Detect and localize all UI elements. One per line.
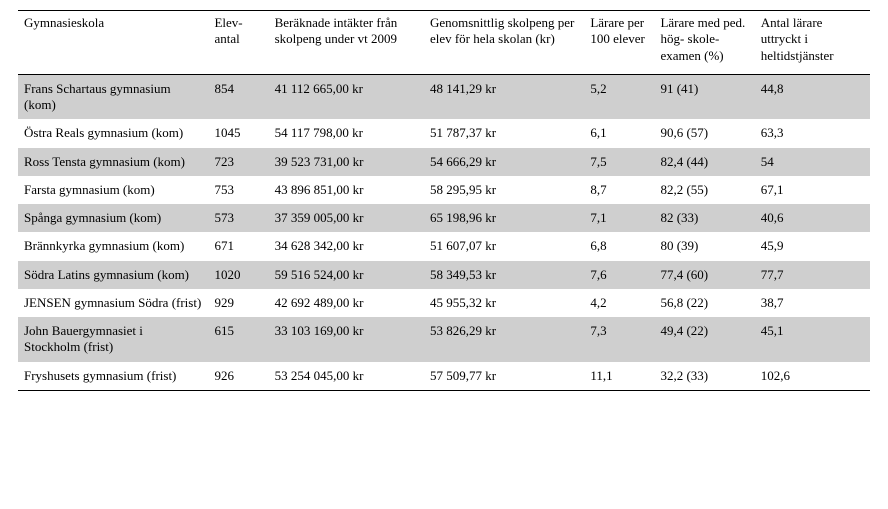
table-cell: Fryshusets gymnasium (frist) — [18, 362, 208, 391]
table-row: Brännkyrka gymnasium (kom)67134 628 342,… — [18, 232, 870, 260]
table-row: Frans Schartaus gymnasium (kom)85441 112… — [18, 74, 870, 119]
table-cell: 7,1 — [584, 204, 654, 232]
table-cell: 671 — [208, 232, 268, 260]
table-cell: 82,2 (55) — [654, 176, 754, 204]
table-cell: 77,7 — [755, 261, 870, 289]
table-cell: 573 — [208, 204, 268, 232]
table-cell: 65 198,96 kr — [424, 204, 584, 232]
table-cell: Östra Reals gymnasium (kom) — [18, 119, 208, 147]
table-cell: Frans Schartaus gymnasium (kom) — [18, 74, 208, 119]
table-cell: 51 787,37 kr — [424, 119, 584, 147]
table-cell: 42 692 489,00 kr — [269, 289, 424, 317]
table-cell: 82 (33) — [654, 204, 754, 232]
header-row: Gymnasieskola Elev- antal Beräknade intä… — [18, 11, 870, 75]
table-row: Östra Reals gymnasium (kom)104554 117 79… — [18, 119, 870, 147]
table-row: Spånga gymnasium (kom)57337 359 005,00 k… — [18, 204, 870, 232]
table-cell: 7,3 — [584, 317, 654, 362]
table-header: Gymnasieskola Elev- antal Beräknade intä… — [18, 11, 870, 75]
table-cell: 32,2 (33) — [654, 362, 754, 391]
table-cell: 45,9 — [755, 232, 870, 260]
table-cell: 91 (41) — [654, 74, 754, 119]
table-cell: 1020 — [208, 261, 268, 289]
table-cell: 82,4 (44) — [654, 148, 754, 176]
col-header-teachers-per: Lärare per 100 elever — [584, 11, 654, 75]
table-cell: 49,4 (22) — [654, 317, 754, 362]
table-cell: Ross Tensta gymnasium (kom) — [18, 148, 208, 176]
table-cell: 6,8 — [584, 232, 654, 260]
table-cell: 48 141,29 kr — [424, 74, 584, 119]
table-row: Ross Tensta gymnasium (kom)72339 523 731… — [18, 148, 870, 176]
table-cell: 58 349,53 kr — [424, 261, 584, 289]
table-cell: 57 509,77 kr — [424, 362, 584, 391]
col-header-revenue: Beräknade intäkter från skolpeng under v… — [269, 11, 424, 75]
table-cell: Farsta gymnasium (kom) — [18, 176, 208, 204]
table-cell: 5,2 — [584, 74, 654, 119]
table-cell: 44,8 — [755, 74, 870, 119]
table-row: John Bauergymnasiet i Stockholm (frist)6… — [18, 317, 870, 362]
table-cell: 854 — [208, 74, 268, 119]
table-cell: 11,1 — [584, 362, 654, 391]
table-cell: Södra Latins gymnasium (kom) — [18, 261, 208, 289]
table-cell: 7,5 — [584, 148, 654, 176]
table-cell: 54 — [755, 148, 870, 176]
table-cell: 723 — [208, 148, 268, 176]
table-cell: 59 516 524,00 kr — [269, 261, 424, 289]
table-cell: 80 (39) — [654, 232, 754, 260]
table-cell: 926 — [208, 362, 268, 391]
table-cell: JENSEN gymnasium Södra (frist) — [18, 289, 208, 317]
table-cell: 53 826,29 kr — [424, 317, 584, 362]
col-header-students: Elev- antal — [208, 11, 268, 75]
table-cell: John Bauergymnasiet i Stockholm (frist) — [18, 317, 208, 362]
table-cell: 7,6 — [584, 261, 654, 289]
table-cell: 67,1 — [755, 176, 870, 204]
table-row: Södra Latins gymnasium (kom)102059 516 5… — [18, 261, 870, 289]
table-cell: 77,4 (60) — [654, 261, 754, 289]
table-cell: 45 955,32 kr — [424, 289, 584, 317]
table-cell: 43 896 851,00 kr — [269, 176, 424, 204]
page-container: Gymnasieskola Elev- antal Beräknade intä… — [0, 0, 888, 409]
table-cell: 58 295,95 kr — [424, 176, 584, 204]
table-cell: 1045 — [208, 119, 268, 147]
table-cell: 929 — [208, 289, 268, 317]
table-cell: 51 607,07 kr — [424, 232, 584, 260]
table-cell: 63,3 — [755, 119, 870, 147]
table-cell: 102,6 — [755, 362, 870, 391]
table-cell: Spånga gymnasium (kom) — [18, 204, 208, 232]
table-cell: 34 628 342,00 kr — [269, 232, 424, 260]
table-cell: 4,2 — [584, 289, 654, 317]
table-cell: Brännkyrka gymnasium (kom) — [18, 232, 208, 260]
table-cell: 54 666,29 kr — [424, 148, 584, 176]
table-cell: 53 254 045,00 kr — [269, 362, 424, 391]
table-cell: 40,6 — [755, 204, 870, 232]
col-header-school: Gymnasieskola — [18, 11, 208, 75]
table-cell: 6,1 — [584, 119, 654, 147]
table-cell: 39 523 731,00 kr — [269, 148, 424, 176]
table-row: JENSEN gymnasium Södra (frist)92942 692 … — [18, 289, 870, 317]
table-cell: 54 117 798,00 kr — [269, 119, 424, 147]
col-header-fte: Antal lärare uttryckt i heltidstjänster — [755, 11, 870, 75]
table-cell: 45,1 — [755, 317, 870, 362]
table-cell: 37 359 005,00 kr — [269, 204, 424, 232]
table-cell: 90,6 (57) — [654, 119, 754, 147]
table-row: Fryshusets gymnasium (frist)92653 254 04… — [18, 362, 870, 391]
table-cell: 33 103 169,00 kr — [269, 317, 424, 362]
table-cell: 38,7 — [755, 289, 870, 317]
table-cell: 8,7 — [584, 176, 654, 204]
table-cell: 753 — [208, 176, 268, 204]
table-cell: 41 112 665,00 kr — [269, 74, 424, 119]
table-body: Frans Schartaus gymnasium (kom)85441 112… — [18, 74, 870, 390]
table-row: Farsta gymnasium (kom)75343 896 851,00 k… — [18, 176, 870, 204]
schools-table: Gymnasieskola Elev- antal Beräknade intä… — [18, 10, 870, 391]
col-header-avg-voucher: Genomsnittlig skolpeng per elev för hela… — [424, 11, 584, 75]
col-header-pedagogy-pct: Lärare med ped. hög- skole- examen (%) — [654, 11, 754, 75]
table-cell: 56,8 (22) — [654, 289, 754, 317]
table-cell: 615 — [208, 317, 268, 362]
